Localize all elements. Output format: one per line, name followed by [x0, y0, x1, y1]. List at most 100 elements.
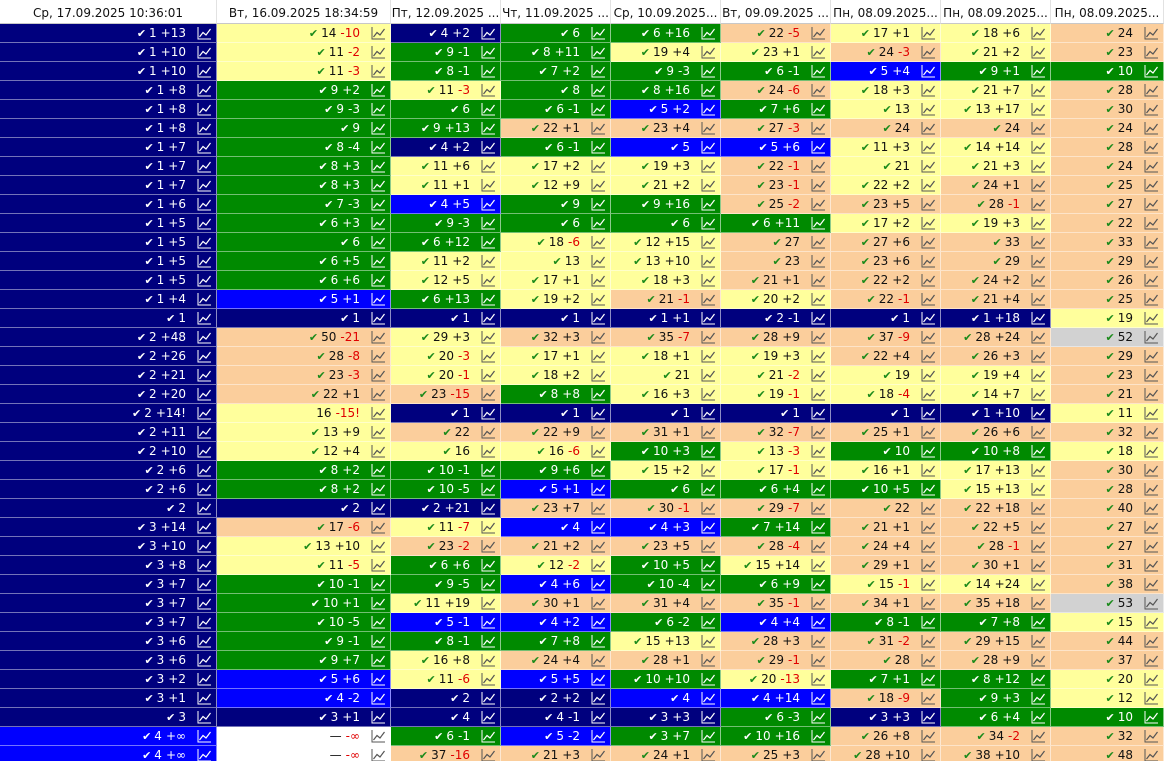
line-chart-icon[interactable] — [1144, 672, 1159, 686]
grid-cell[interactable]: ✔ 23 -1 — [721, 176, 831, 195]
grid-cell[interactable]: ✔ 6 +3 — [217, 214, 391, 233]
line-chart-icon[interactable] — [701, 558, 716, 572]
line-chart-icon[interactable] — [701, 292, 716, 306]
line-chart-icon[interactable] — [921, 691, 936, 705]
line-chart-icon[interactable] — [811, 520, 826, 534]
grid-cell[interactable]: ✔ 1 — [391, 404, 501, 423]
line-chart-icon[interactable] — [701, 178, 716, 192]
grid-cell[interactable]: ✔ 10 — [1051, 708, 1164, 727]
grid-cell[interactable]: ✔ 32 — [1051, 727, 1164, 746]
grid-cell[interactable]: ✔ 35 -7 — [611, 328, 721, 347]
grid-cell[interactable]: ✔ 3 +3 — [831, 708, 941, 727]
grid-cell[interactable]: ✔ 19 +4 — [611, 43, 721, 62]
line-chart-icon[interactable] — [921, 197, 936, 211]
line-chart-icon[interactable] — [701, 691, 716, 705]
grid-cell[interactable]: ✔ 8 +3 — [217, 157, 391, 176]
line-chart-icon[interactable] — [1031, 368, 1046, 382]
column-header-4[interactable]: Чт, 11.09.2025 ... — [501, 0, 611, 24]
grid-cell[interactable]: ✔ 8 -4 — [217, 138, 391, 157]
line-chart-icon[interactable] — [811, 292, 826, 306]
grid-cell[interactable]: ✔ 3 +7 — [0, 613, 217, 632]
grid-cell[interactable]: ✔ 8 +16 — [611, 81, 721, 100]
line-chart-icon[interactable] — [591, 311, 606, 325]
line-chart-icon[interactable] — [701, 501, 716, 515]
grid-cell[interactable]: ✔ 15 +14 — [721, 556, 831, 575]
line-chart-icon[interactable] — [921, 26, 936, 40]
line-chart-icon[interactable] — [481, 178, 496, 192]
grid-cell[interactable]: ✔ 7 +2 — [501, 62, 611, 81]
grid-cell[interactable]: ✔ 20 -1 — [391, 366, 501, 385]
line-chart-icon[interactable] — [1031, 349, 1046, 363]
grid-cell[interactable]: ✔ 18 -6 — [501, 233, 611, 252]
grid-cell[interactable]: ✔ 9 -1 — [391, 43, 501, 62]
line-chart-icon[interactable] — [1144, 748, 1159, 761]
grid-cell[interactable]: ✔ 28 +9 — [721, 328, 831, 347]
line-chart-icon[interactable] — [371, 45, 386, 59]
line-chart-icon[interactable] — [481, 311, 496, 325]
grid-cell[interactable]: ✔ 11 +19 — [391, 594, 501, 613]
grid-cell[interactable]: ✔ 5 +1 — [501, 480, 611, 499]
line-chart-icon[interactable] — [481, 634, 496, 648]
line-chart-icon[interactable] — [371, 178, 386, 192]
grid-cell[interactable]: ✔ 6 — [611, 480, 721, 499]
line-chart-icon[interactable] — [591, 653, 606, 667]
line-chart-icon[interactable] — [811, 577, 826, 591]
line-chart-icon[interactable] — [197, 159, 212, 173]
grid-cell[interactable]: ✔ 4 — [611, 689, 721, 708]
line-chart-icon[interactable] — [481, 330, 496, 344]
grid-cell[interactable]: ✔ 8 -1 — [391, 62, 501, 81]
grid-cell[interactable]: ✔ 16 +1 — [831, 461, 941, 480]
grid-cell[interactable]: ✔ 17 +1 — [501, 271, 611, 290]
line-chart-icon[interactable] — [591, 710, 606, 724]
grid-cell[interactable]: ✔ 25 — [1051, 290, 1164, 309]
line-chart-icon[interactable] — [921, 748, 936, 761]
grid-cell[interactable]: ✔ 24 -6 — [721, 81, 831, 100]
grid-cell[interactable]: ✔ 16 +8 — [391, 651, 501, 670]
grid-cell[interactable]: ✔ 2 +2 — [501, 689, 611, 708]
line-chart-icon[interactable] — [921, 406, 936, 420]
grid-cell[interactable]: ✔ 28 — [1051, 81, 1164, 100]
line-chart-icon[interactable] — [1144, 197, 1159, 211]
line-chart-icon[interactable] — [481, 596, 496, 610]
grid-cell[interactable]: 16 -15! — [217, 404, 391, 423]
grid-cell[interactable]: ✔ 12 +4 — [217, 442, 391, 461]
line-chart-icon[interactable] — [921, 653, 936, 667]
grid-cell[interactable]: ✔ 23 — [1051, 366, 1164, 385]
line-chart-icon[interactable] — [1031, 425, 1046, 439]
line-chart-icon[interactable] — [1144, 64, 1159, 78]
grid-cell[interactable]: ✔ 25 +3 — [721, 746, 831, 761]
line-chart-icon[interactable] — [921, 520, 936, 534]
grid-cell[interactable]: ✔ 24 +4 — [501, 651, 611, 670]
line-chart-icon[interactable] — [591, 216, 606, 230]
grid-cell[interactable]: ✔ 4 +6 — [501, 575, 611, 594]
grid-cell[interactable]: ✔ 6 +4 — [721, 480, 831, 499]
grid-cell[interactable]: ✔ 6 — [217, 233, 391, 252]
grid-cell[interactable]: ✔ 6 +6 — [217, 271, 391, 290]
line-chart-icon[interactable] — [591, 672, 606, 686]
line-chart-icon[interactable] — [701, 653, 716, 667]
line-chart-icon[interactable] — [701, 254, 716, 268]
line-chart-icon[interactable] — [1144, 577, 1159, 591]
grid-cell[interactable]: ✔ 24 — [1051, 157, 1164, 176]
grid-cell[interactable]: ✔ 10 -4 — [611, 575, 721, 594]
line-chart-icon[interactable] — [701, 159, 716, 173]
line-chart-icon[interactable] — [811, 273, 826, 287]
grid-cell[interactable]: ✔ 13 +10 — [611, 252, 721, 271]
line-chart-icon[interactable] — [197, 121, 212, 135]
line-chart-icon[interactable] — [481, 102, 496, 116]
line-chart-icon[interactable] — [591, 273, 606, 287]
line-chart-icon[interactable] — [921, 482, 936, 496]
grid-cell[interactable]: ✔ 1 +4 — [0, 290, 217, 309]
line-chart-icon[interactable] — [1031, 596, 1046, 610]
grid-cell[interactable]: ✔ 10 — [1051, 62, 1164, 81]
grid-cell[interactable]: ✔ 5 -1 — [391, 613, 501, 632]
grid-cell[interactable]: ✔ 2 +10 — [0, 442, 217, 461]
grid-cell[interactable]: ✔ 25 -2 — [721, 195, 831, 214]
grid-cell[interactable]: ✔ 4 — [501, 518, 611, 537]
grid-cell[interactable]: ✔ 34 -2 — [941, 727, 1051, 746]
line-chart-icon[interactable] — [481, 368, 496, 382]
line-chart-icon[interactable] — [921, 710, 936, 724]
grid-cell[interactable]: ✔ 24 — [941, 119, 1051, 138]
line-chart-icon[interactable] — [701, 349, 716, 363]
line-chart-icon[interactable] — [921, 729, 936, 743]
